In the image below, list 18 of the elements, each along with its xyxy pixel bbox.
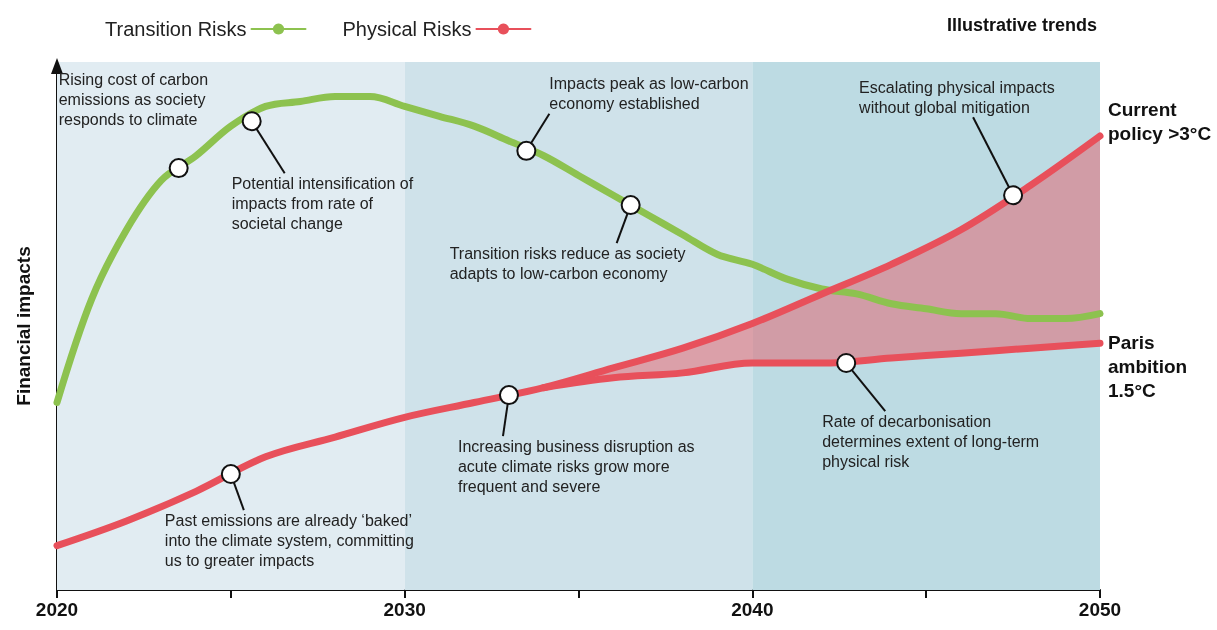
x-tick-label: 2040 <box>731 599 774 620</box>
annotation: Escalating physical impacts without global mitigation <box>859 78 1056 119</box>
annotation: Rate of decarbonisation determines extent of long-term physical risk <box>822 412 1041 472</box>
annotation: Impacts peak as low-carbon economy established <box>549 73 750 114</box>
annotation: Potential intensification of impacts from rate of societal change <box>231 174 415 235</box>
y-axis-title: Financial impacts <box>13 246 34 406</box>
annotation: Increasing business disruption as acute climate risks grow more frequent and severe <box>457 437 696 498</box>
x-tick-label: 2050 <box>1078 599 1122 620</box>
x-tick-label: 2030 <box>383 599 426 620</box>
annotation: Rising cost of carbon emissions as society responds to climate <box>58 70 210 131</box>
legend-label: Physical Risks <box>342 18 472 40</box>
x-tick-label: 2020 <box>35 599 79 620</box>
annotation: Current policy >3°C <box>1108 98 1213 146</box>
legend-label: Transition Risks <box>105 18 247 40</box>
annotation: Paris ambition 1.5°C <box>1108 331 1189 404</box>
text: Illustrative trends <box>946 15 1097 35</box>
annotation: Past emissions are already ‘baked’ into the climate system, committing us to greater impacts <box>164 511 415 572</box>
annotation: Transition risks reduce as society adapts to low-carbon economy <box>449 244 687 285</box>
